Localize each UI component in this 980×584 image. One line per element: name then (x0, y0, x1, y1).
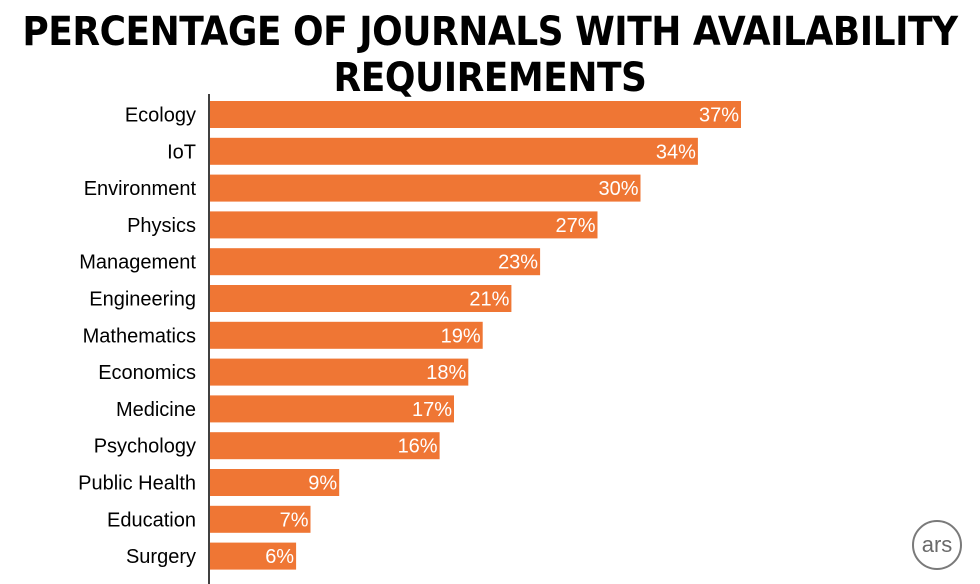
bar-ecology (210, 101, 741, 128)
bar-public-health (210, 469, 340, 496)
value-label: 23% (498, 252, 538, 274)
category-label: Mathematics (83, 325, 196, 347)
bar-psychology (210, 432, 440, 460)
value-label: 18% (426, 362, 466, 384)
value-label: 30% (598, 178, 638, 200)
bar-environment (210, 174, 641, 202)
bar-education (210, 505, 311, 533)
category-label: Physics (127, 215, 196, 237)
value-label: 9% (308, 473, 337, 495)
category-label: Education (107, 509, 196, 531)
value-label: 17% (412, 399, 452, 421)
bar-surgery (210, 542, 297, 570)
chart-title: PERCENTAGE OF JOURNALS WITH AVAILABILITY… (22, 9, 958, 101)
category-label: Public Health (78, 473, 196, 495)
category-label: Engineering (89, 289, 196, 311)
category-label: Medicine (116, 399, 196, 421)
value-label: 21% (469, 289, 509, 311)
bar-economics (210, 358, 469, 386)
ars-logo: ars (912, 520, 962, 570)
category-label: IoT (167, 141, 196, 163)
category-label: Psychology (94, 436, 196, 458)
value-label: 6% (265, 546, 294, 568)
value-label: 19% (441, 325, 481, 347)
value-label: 27% (555, 215, 595, 237)
category-label: Economics (98, 362, 196, 384)
value-label: 16% (398, 436, 438, 458)
bar-iot (210, 137, 698, 165)
ars-logo-text: ars (921, 532, 953, 557)
value-label: 34% (656, 141, 696, 163)
bar-mathematics (210, 321, 483, 349)
category-label: Management (79, 252, 196, 274)
bar-management (210, 248, 541, 276)
bars-layer: Ecology 37% IoT 34% Environment 30% Physics 27%… (78, 101, 741, 570)
category-label: Ecology (125, 105, 196, 127)
category-label: Surgery (126, 546, 196, 568)
value-label: 7% (280, 509, 309, 531)
value-label: 37% (699, 105, 739, 127)
bar-physics (210, 211, 598, 239)
category-label: Environment (84, 178, 197, 200)
bar-medicine (210, 395, 454, 423)
bar-engineering (210, 285, 512, 312)
